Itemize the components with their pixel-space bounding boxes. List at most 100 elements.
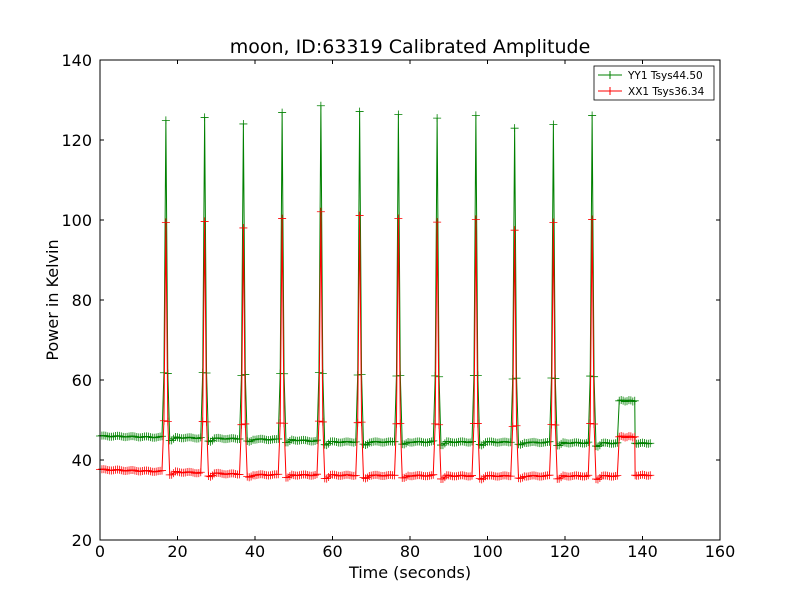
- data-point-marker: [390, 437, 399, 446]
- data-point-marker: [531, 438, 540, 447]
- plot-area: [96, 101, 655, 484]
- data-point-marker: [314, 417, 323, 426]
- data-point-marker: [353, 418, 362, 427]
- data-point-marker: [258, 434, 267, 443]
- data-point-marker: [481, 438, 490, 447]
- data-point-marker: [167, 436, 176, 445]
- data-point-marker: [524, 472, 533, 481]
- data-point-marker: [309, 471, 318, 480]
- legend-marker-yy1: [606, 71, 614, 79]
- data-point-marker: [489, 437, 498, 446]
- data-point-marker: [549, 120, 558, 129]
- data-point-marker: [373, 437, 382, 446]
- data-point-marker: [320, 440, 329, 449]
- data-point-marker: [123, 466, 132, 475]
- data-point-marker: [204, 437, 213, 446]
- data-point-marker: [295, 471, 304, 480]
- x-tick-label: 40: [245, 542, 265, 561]
- data-point-marker: [231, 469, 240, 478]
- data-point-marker: [512, 421, 521, 430]
- x-tick-label: 20: [167, 542, 187, 561]
- data-point-marker: [584, 471, 593, 480]
- data-point-marker: [161, 116, 170, 125]
- data-point-marker: [537, 472, 546, 481]
- data-point-marker: [644, 439, 653, 448]
- data-point-marker: [466, 472, 475, 481]
- data-point-marker: [287, 435, 296, 444]
- data-point-marker: [223, 434, 232, 443]
- data-point-marker: [431, 419, 440, 428]
- data-point-marker: [574, 438, 583, 447]
- data-point-marker: [613, 471, 622, 480]
- data-point-marker: [539, 438, 548, 447]
- data-point-marker: [468, 471, 476, 480]
- data-point-marker: [429, 436, 438, 445]
- data-point-marker: [173, 467, 182, 476]
- data-point-marker: [252, 435, 261, 444]
- data-point-marker: [440, 439, 449, 448]
- data-point-marker: [429, 470, 438, 479]
- data-point-marker: [460, 471, 469, 480]
- y-tick-label: 140: [61, 51, 92, 70]
- data-point-marker: [452, 472, 461, 481]
- data-point-marker: [247, 437, 256, 445]
- data-point-marker: [646, 471, 655, 480]
- data-point-marker: [489, 471, 498, 480]
- data-point-marker: [316, 101, 325, 110]
- data-point-marker: [373, 470, 382, 479]
- data-point-marker: [417, 437, 426, 446]
- data-point-marker: [394, 110, 403, 119]
- data-point-marker: [163, 417, 172, 426]
- y-tick-label: 120: [61, 131, 92, 150]
- data-point-marker: [375, 437, 383, 446]
- data-point-marker: [196, 433, 205, 442]
- data-point-marker: [200, 113, 209, 122]
- data-point-marker: [518, 473, 527, 482]
- data-point-marker: [144, 432, 153, 441]
- data-point-marker: [481, 472, 490, 481]
- data-point-marker: [566, 472, 575, 481]
- data-point-marker: [156, 432, 165, 441]
- data-point-marker: [423, 438, 432, 447]
- data-point-marker: [621, 397, 630, 406]
- data-point-marker: [349, 471, 358, 480]
- data-point-marker: [152, 433, 161, 442]
- data-point-marker: [438, 474, 447, 483]
- data-point-marker: [603, 471, 612, 480]
- data-point-marker: [425, 438, 434, 447]
- data-point-marker: [313, 436, 321, 445]
- data-point-marker: [237, 420, 246, 429]
- data-point-marker: [152, 467, 161, 476]
- data-point-marker: [611, 472, 620, 481]
- y-tick-label: 20: [72, 531, 92, 550]
- data-point-marker: [330, 470, 339, 479]
- data-point-marker: [117, 466, 126, 475]
- data-point-marker: [229, 469, 238, 478]
- data-point-marker: [557, 473, 566, 482]
- y-tick-label: 60: [72, 371, 92, 390]
- data-point-marker: [181, 468, 190, 477]
- data-point-marker: [584, 438, 593, 447]
- x-tick-label: 80: [400, 542, 420, 561]
- data-point-marker: [394, 214, 403, 223]
- data-point-marker: [628, 397, 637, 406]
- data-point-marker: [245, 473, 254, 482]
- data-point-marker: [392, 419, 401, 428]
- data-point-marker: [285, 472, 294, 481]
- data-point-marker: [433, 218, 442, 227]
- data-point-marker: [559, 438, 568, 447]
- data-point-marker: [452, 438, 461, 447]
- data-point-marker: [471, 215, 480, 224]
- legend-label-yy1: YY1 Tsys44.50: [627, 70, 703, 82]
- x-tick-label: 60: [322, 542, 342, 561]
- data-point-marker: [239, 223, 248, 232]
- x-axis-label: Time (seconds): [348, 563, 471, 582]
- data-point-marker: [351, 471, 360, 480]
- data-point-marker: [266, 435, 275, 444]
- x-tick-label: 140: [627, 542, 658, 561]
- data-point-marker: [539, 472, 548, 481]
- data-point-marker: [549, 218, 558, 227]
- data-point-marker: [630, 396, 639, 405]
- x-tick-label: 160: [705, 542, 736, 561]
